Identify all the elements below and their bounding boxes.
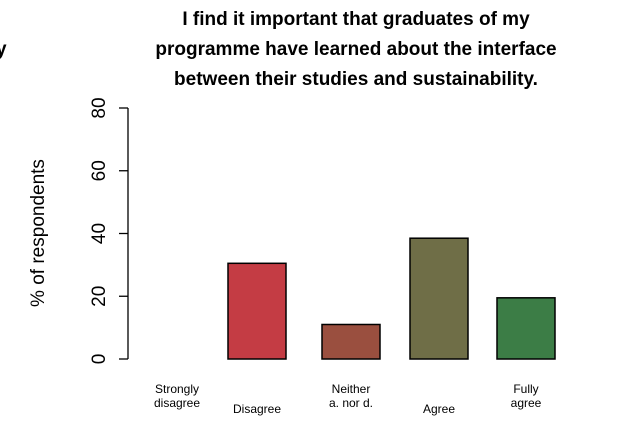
y-tick-label: 0 <box>89 354 110 365</box>
chart-title-line-1: I find it important that graduates of my <box>182 9 530 30</box>
y-tick-label: 40 <box>89 223 110 244</box>
chart-title-line-2: programme have learned about the interfa… <box>155 39 556 60</box>
category-label: Strongly <box>155 382 199 396</box>
bar-3 <box>321 323 381 360</box>
category-label: Disagree <box>233 402 281 416</box>
y-tick-label: 80 <box>89 97 110 118</box>
chart-title-line-3: between their studies and sustainability… <box>174 69 538 90</box>
bar-5 <box>496 297 556 360</box>
y-tick-label: 60 <box>89 160 110 181</box>
y-axis-label: % of respondents <box>28 159 49 307</box>
category-label: Agree <box>423 402 455 416</box>
category-label: a. nor d. <box>329 396 373 410</box>
category-label: agree <box>511 396 542 410</box>
category-label: disagree <box>154 396 200 410</box>
y-axis: 0 20 40 60 80 <box>89 97 129 365</box>
category-label: Neither <box>332 382 371 396</box>
bar-2 <box>227 262 287 360</box>
bar-4 <box>409 237 469 360</box>
clipped-left-text: y <box>0 39 7 60</box>
category-label: Fully <box>513 382 538 396</box>
y-tick-label: 20 <box>89 286 110 307</box>
bars <box>227 237 556 360</box>
